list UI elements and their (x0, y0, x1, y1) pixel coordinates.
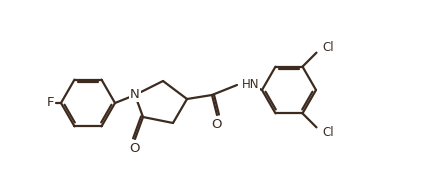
Text: Cl: Cl (322, 126, 334, 139)
Text: O: O (130, 142, 140, 156)
Text: O: O (212, 118, 222, 131)
Text: F: F (47, 97, 55, 109)
Text: F: F (47, 97, 55, 109)
Text: HN: HN (242, 79, 260, 92)
Text: N: N (130, 89, 140, 102)
Text: Cl: Cl (322, 41, 334, 54)
